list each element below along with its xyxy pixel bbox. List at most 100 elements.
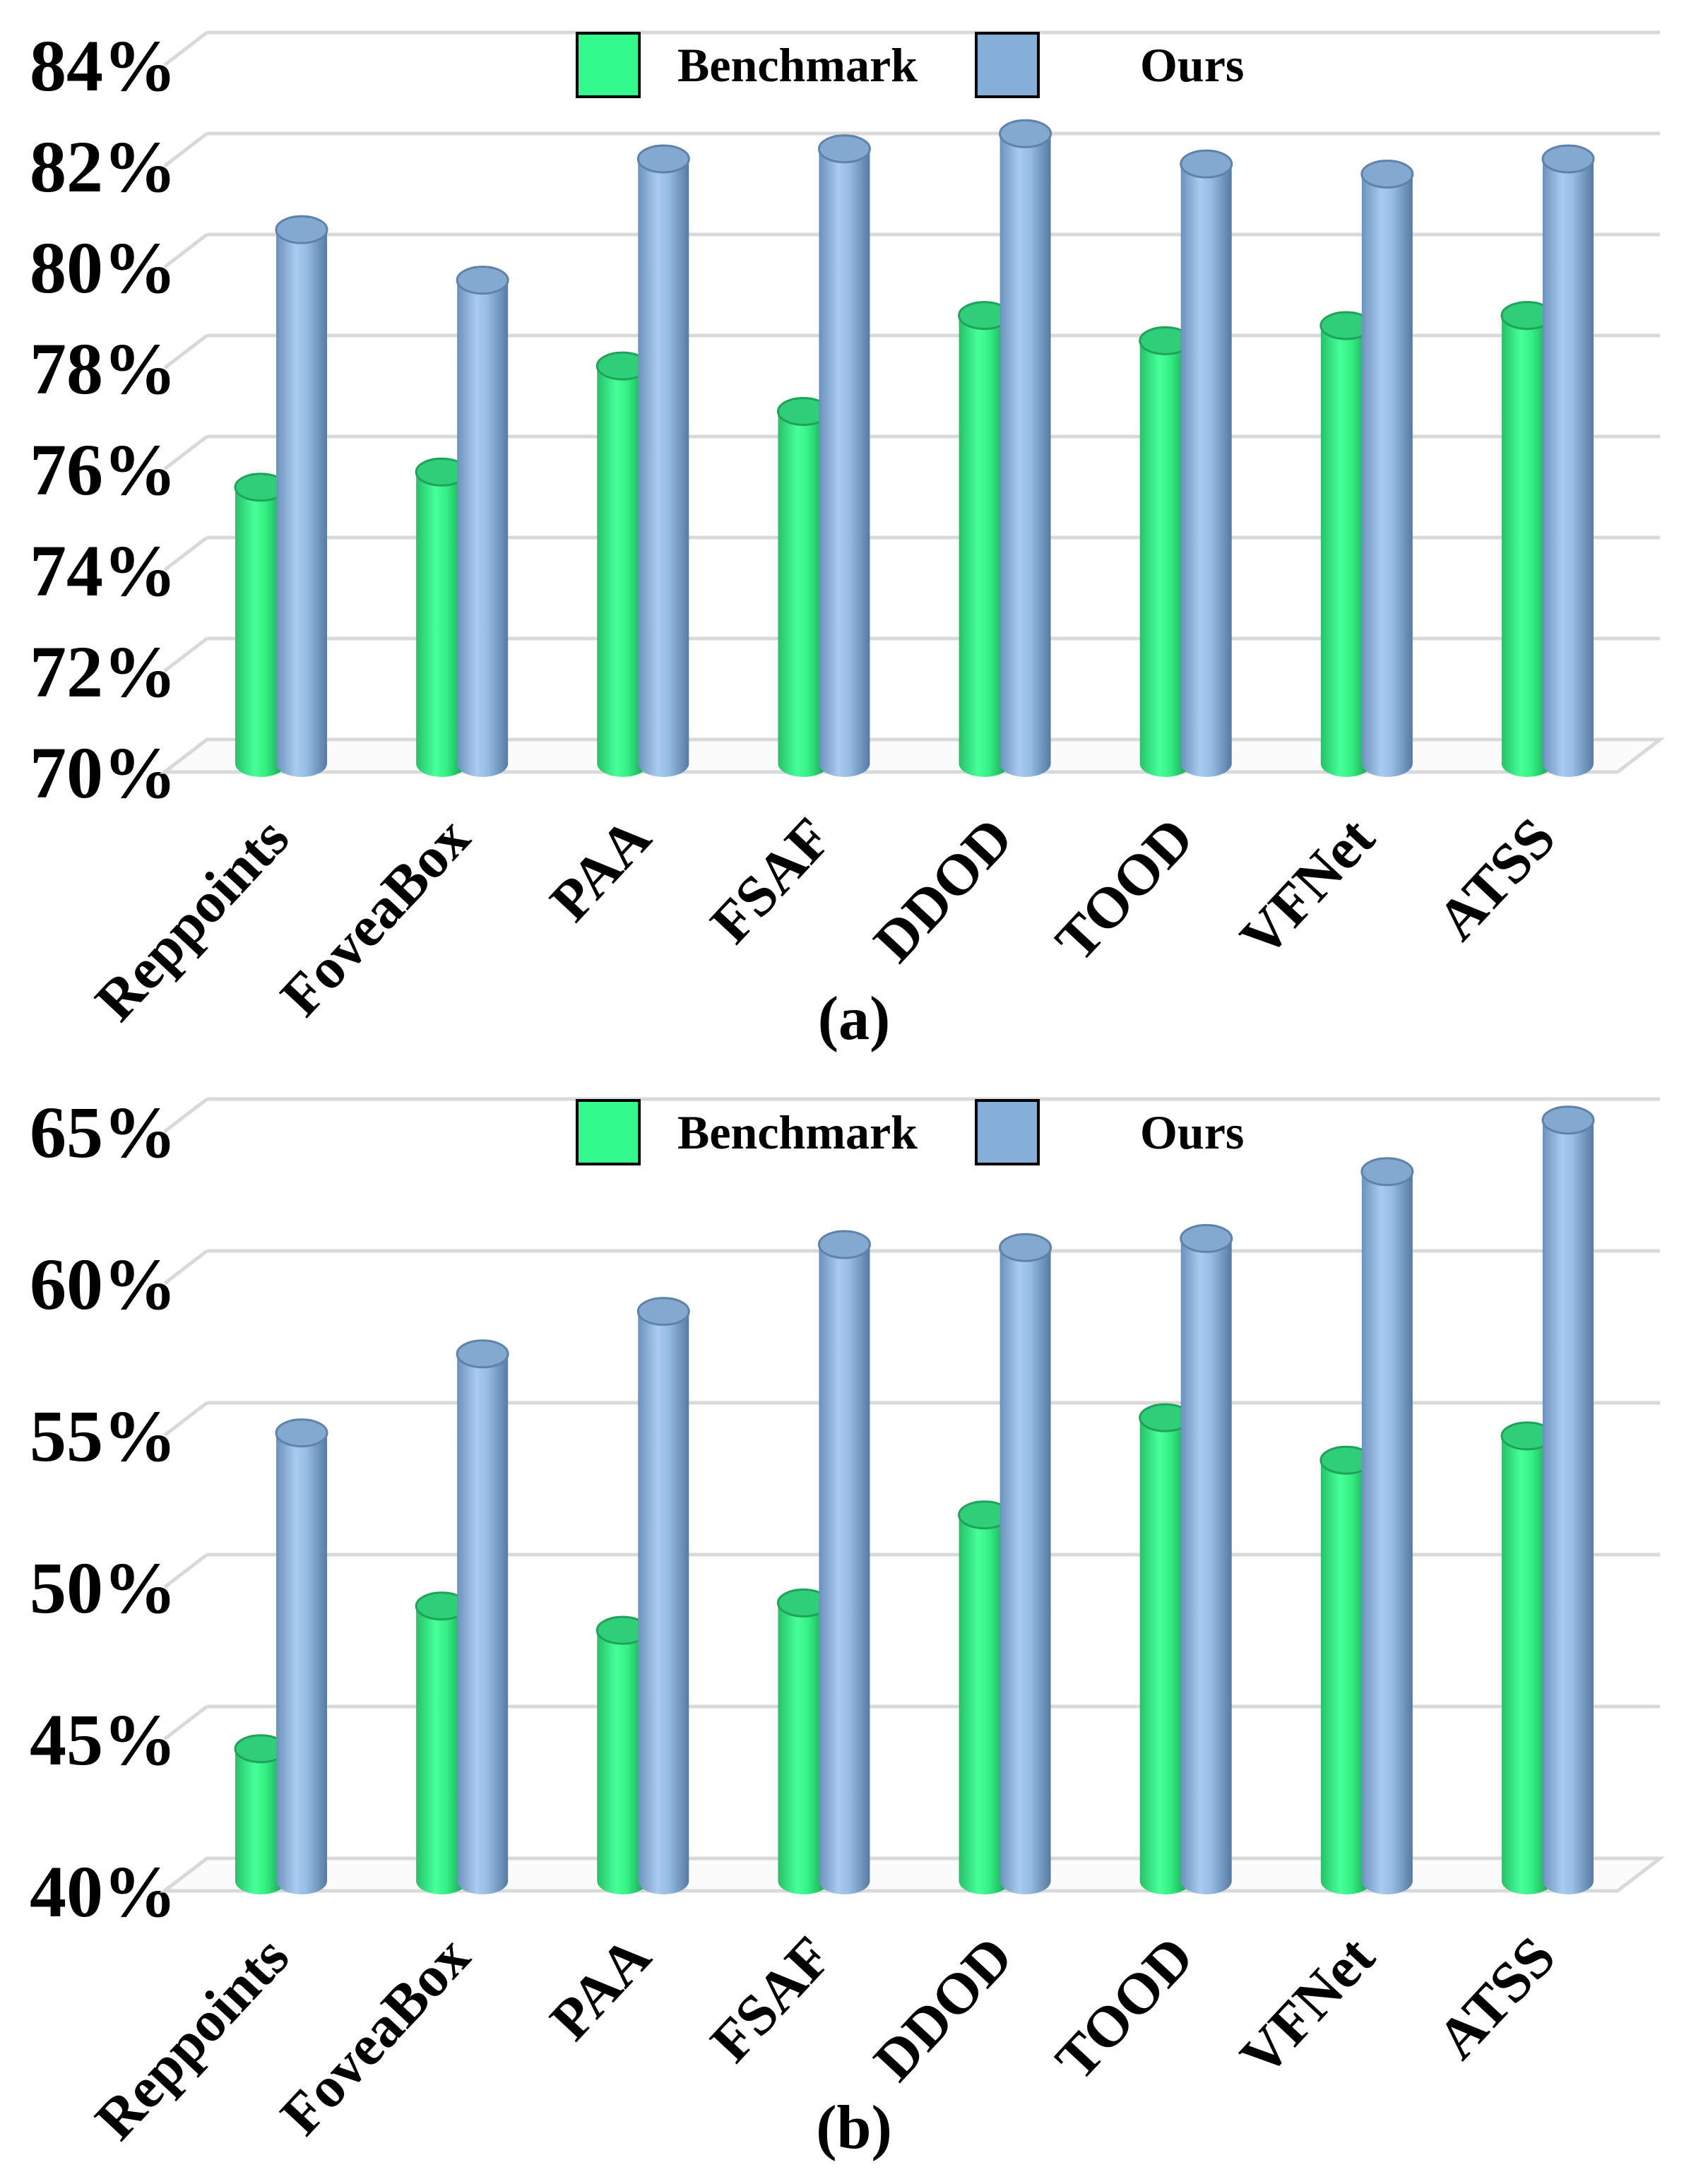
bar-ours-PAA — [636, 144, 690, 777]
legend-item-benchmark-b: Benchmark — [576, 1099, 918, 1165]
y-axis-label-74: 74% — [30, 530, 177, 612]
cylinder-body — [1361, 174, 1413, 764]
cylinder-body — [276, 1432, 327, 1881]
x-axis-label-DDOD: DDOD — [862, 1924, 1025, 2093]
cylinder-top — [999, 1233, 1052, 1262]
bar-ours-PAA — [636, 1297, 690, 1894]
y-axis-label-50: 50% — [30, 1548, 177, 1629]
cylinder-top — [456, 1339, 509, 1369]
cylinder-top — [456, 266, 509, 295]
cylinder-body — [1180, 164, 1232, 764]
cylinder-body — [1000, 133, 1051, 764]
cylinder-top — [1180, 1223, 1233, 1253]
gridline-tick-80 — [163, 233, 208, 268]
bar-ours-DDOD — [999, 119, 1052, 777]
cylinder-top — [636, 144, 690, 174]
gridline-tick-72 — [163, 637, 208, 672]
cylinder-body — [457, 280, 509, 764]
legend-label-benchmark: Benchmark — [677, 37, 918, 92]
bar-ours-FoveaBox — [456, 1339, 509, 1894]
x-axis-label-TOOD: TOOD — [1043, 805, 1206, 973]
legend-swatch-ours-icon — [975, 1099, 1040, 1165]
cylinder-body — [819, 1245, 870, 1881]
gridline-tick-65 — [163, 1098, 208, 1133]
cylinder-top — [275, 215, 328, 244]
y-axis-label-72: 72% — [30, 631, 177, 713]
cylinder-top — [636, 1297, 690, 1327]
cylinder-body — [1361, 1171, 1413, 1881]
gridline-tick-76 — [163, 435, 208, 470]
x-axis-label-VFNet: VFNet — [1228, 805, 1387, 969]
cylinder-top — [1360, 159, 1414, 189]
cylinder-body — [1542, 1120, 1594, 1881]
cylinder-top — [999, 119, 1052, 148]
gridline-tick-60 — [163, 1250, 208, 1285]
legend-label-ours: Ours — [1140, 1105, 1245, 1159]
y-axis-label-55: 55% — [30, 1396, 177, 1477]
cylinder-top — [275, 1418, 328, 1448]
bar-ours-TOOD — [1180, 149, 1233, 777]
bar-ours-FoveaBox — [456, 266, 509, 777]
x-axis-label-FSAF: FSAF — [698, 805, 843, 955]
y-axis-label-80: 80% — [30, 227, 177, 309]
gridline-tick-55 — [163, 1401, 208, 1437]
cylinder-top — [1180, 149, 1233, 179]
cylinder-top — [817, 134, 871, 164]
bar-ours-ATSS — [1541, 144, 1595, 777]
bar-ours-VFNet — [1360, 159, 1414, 777]
y-axis-label-70: 70% — [30, 732, 177, 814]
y-axis-label-84: 84% — [30, 25, 177, 107]
x-axis-label-ATSS: ATSS — [1425, 1924, 1567, 2071]
gridline-tick-78 — [163, 334, 208, 369]
caption-b: (b) — [816, 2094, 892, 2162]
cylinder-top — [1541, 1105, 1595, 1135]
x-axis-label-FoveaBox: FoveaBox — [268, 805, 482, 1028]
floor — [159, 1856, 1666, 1893]
caption-a: (a) — [817, 985, 891, 1053]
cylinder-top — [1360, 1157, 1414, 1187]
y-axis-label-40: 40% — [30, 1851, 177, 1933]
cylinder-body — [276, 230, 327, 764]
cylinder-top — [1541, 144, 1595, 174]
bar-ours-FSAF — [817, 134, 871, 777]
x-axis-label-FoveaBox: FoveaBox — [268, 1924, 482, 2147]
x-axis-label-TOOD: TOOD — [1043, 1924, 1206, 2092]
legend-swatch-ours-icon — [975, 32, 1040, 98]
legend-item-benchmark-a: Benchmark — [576, 32, 918, 98]
cylinder-body — [1542, 159, 1594, 764]
bar-ours-VFNet — [1360, 1157, 1414, 1894]
bar-ours-TOOD — [1180, 1223, 1233, 1894]
x-axis-label-PAA: PAA — [538, 1924, 663, 2052]
legend-item-ours-a: Ours — [975, 32, 1244, 98]
x-axis-label-ATSS: ATSS — [1425, 805, 1567, 952]
legend-label-benchmark: Benchmark — [677, 1105, 918, 1159]
bar-ours-Reppoints — [275, 215, 328, 777]
x-axis-label-Reppoints: Reppoints — [83, 805, 301, 1033]
gridline-tick-84 — [163, 31, 208, 66]
legend-label-ours: Ours — [1140, 37, 1245, 92]
cylinder-body — [819, 148, 870, 764]
y-axis-label-76: 76% — [30, 429, 177, 511]
legend-swatch-benchmark-icon — [576, 1099, 641, 1165]
cylinder-top — [817, 1230, 871, 1259]
gridline-tick-50 — [163, 1553, 208, 1589]
cylinder-body — [457, 1353, 509, 1881]
cylinder-body — [1000, 1247, 1051, 1881]
chart-a: 70% 72% 74% 76% 78% 80% 82% 84% ReppointsFoveaBo… — [30, 25, 1666, 1033]
gridline-tick-45 — [163, 1705, 208, 1740]
x-axis-label-FSAF: FSAF — [698, 1924, 843, 2074]
y-axis-label-78: 78% — [30, 328, 177, 410]
x-axis-label-DDOD: DDOD — [862, 805, 1025, 974]
floor — [159, 737, 1666, 774]
cylinder-body — [1180, 1238, 1232, 1881]
cylinder-body — [638, 159, 689, 764]
legend-swatch-benchmark-icon — [576, 32, 641, 98]
x-axis-label-Reppoints: Reppoints — [83, 1924, 301, 2152]
bar-ours-FSAF — [817, 1230, 871, 1894]
bar-ours-ATSS — [1541, 1105, 1595, 1894]
bar-ours-DDOD — [999, 1233, 1052, 1894]
x-axis-label-PAA: PAA — [538, 805, 663, 933]
